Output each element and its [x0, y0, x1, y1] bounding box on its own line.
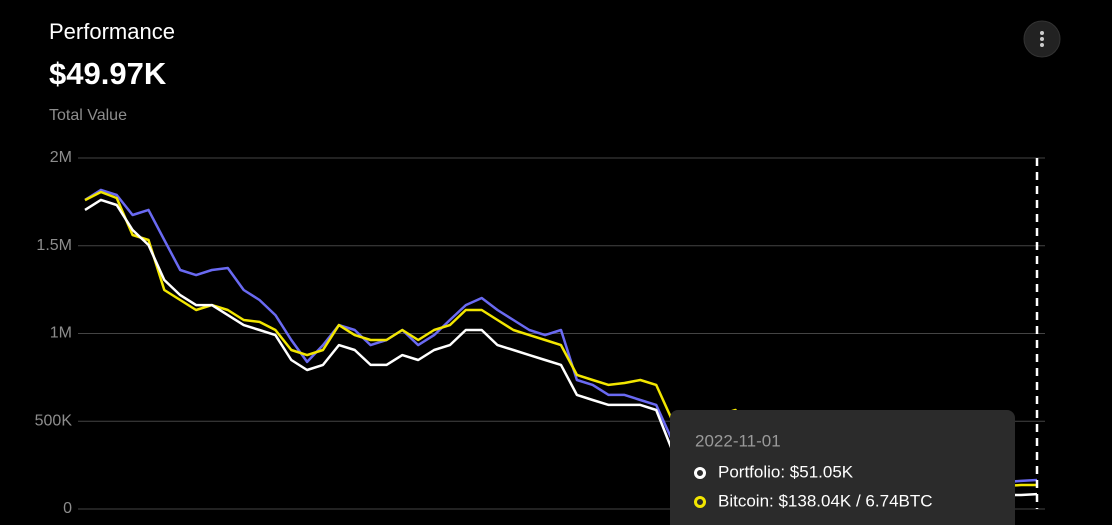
- menu-dot[interactable]: [1040, 31, 1044, 35]
- tooltip-date: 2022-11-01: [695, 431, 781, 450]
- menu-dot[interactable]: [1040, 43, 1044, 47]
- total-value: $49.97K: [49, 56, 167, 91]
- tooltip: 2022-11-01 Portfolio: $51.05K Bitcoin: $1…: [670, 410, 1015, 525]
- y-tick-label: 500K: [35, 412, 73, 429]
- y-tick-label: 2M: [50, 149, 72, 166]
- tooltip-marker: [694, 496, 706, 508]
- y-tick-label: 1M: [50, 325, 72, 342]
- title: Performance: [49, 19, 175, 44]
- subtitle: Total Value: [49, 107, 127, 124]
- tooltip-marker: [694, 467, 706, 479]
- menu-dot[interactable]: [1040, 37, 1044, 41]
- tooltip-item: Portfolio: $51.05K: [718, 462, 854, 481]
- tooltip-box: [670, 410, 1015, 525]
- tooltip-item: Bitcoin: $138.04K / 6.74BTC: [718, 491, 933, 510]
- y-tick-label: 1.5M: [36, 237, 72, 254]
- y-tick-label: 0: [63, 500, 72, 517]
- menu-button[interactable]: [1023, 20, 1061, 58]
